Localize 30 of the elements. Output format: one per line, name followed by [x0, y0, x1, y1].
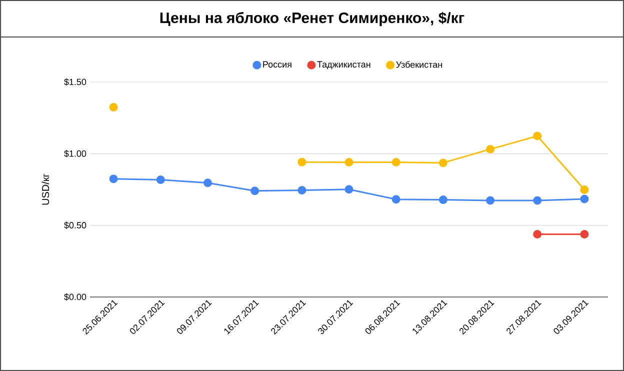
- y-tick-label: $1.00: [64, 150, 86, 158]
- point: [156, 175, 165, 184]
- point: [438, 158, 448, 168]
- point: [298, 158, 306, 166]
- legend-label: Таджикистан: [317, 61, 370, 70]
- point: [250, 186, 260, 196]
- point: [486, 144, 495, 154]
- point: [533, 230, 542, 238]
- point: [580, 186, 589, 194]
- point: [486, 196, 495, 205]
- point: [580, 194, 589, 204]
- legend-label: Узбекистан: [396, 61, 442, 68]
- point: [580, 230, 589, 238]
- y-tick-label: $0.00: [64, 293, 86, 301]
- y-tick-label: $1.50: [64, 78, 86, 86]
- legend-label: Россия: [263, 61, 292, 68]
- point: [109, 102, 118, 112]
- y-tick-label: $0.50: [64, 222, 86, 229]
- point: [438, 196, 448, 204]
- point: [392, 158, 400, 167]
- point: [109, 174, 118, 184]
- point: [533, 132, 542, 140]
- point: [344, 185, 354, 194]
- point: [533, 196, 542, 205]
- point: [344, 158, 354, 167]
- chart-title: Цены на яблоко «Ренет Симиренко», $/кг: [160, 12, 464, 26]
- point: [392, 195, 400, 204]
- y-axis-title: USD/кг: [42, 174, 50, 205]
- point: [203, 178, 212, 188]
- point: [298, 186, 306, 194]
